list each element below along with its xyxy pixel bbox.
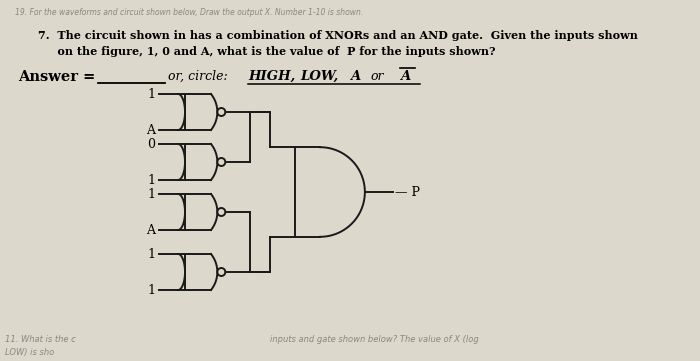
Circle shape: [217, 108, 225, 116]
Text: A: A: [146, 223, 155, 236]
Text: 1: 1: [147, 187, 155, 200]
Text: 1: 1: [147, 283, 155, 296]
Text: 1: 1: [147, 174, 155, 187]
Text: LOW) is sho: LOW) is sho: [5, 348, 55, 357]
Text: 7.  The circuit shown in has a combination of XNORs and an AND gate.  Given the : 7. The circuit shown in has a combinatio…: [38, 30, 638, 41]
Text: 19. For the waveforms and circuit shown below, Draw the output X. Number 1-10 is: 19. For the waveforms and circuit shown …: [15, 8, 363, 17]
Text: LOW,: LOW,: [300, 70, 338, 83]
Text: 11. What is the c: 11. What is the c: [5, 335, 76, 344]
Text: 1: 1: [147, 248, 155, 261]
Circle shape: [217, 158, 225, 166]
Text: or, circle:: or, circle:: [168, 70, 228, 83]
Text: Answer =: Answer =: [18, 70, 95, 84]
Text: A: A: [146, 123, 155, 136]
Text: 1: 1: [147, 87, 155, 100]
Text: — P: — P: [395, 186, 420, 199]
Circle shape: [217, 208, 225, 216]
Text: inputs and gate shown below? The value of X (log: inputs and gate shown below? The value o…: [270, 335, 479, 344]
Circle shape: [217, 268, 225, 276]
Text: A: A: [350, 70, 360, 83]
Text: A: A: [400, 70, 410, 83]
Text: on the figure, 1, 0 and A, what is the value of  P for the inputs shown?: on the figure, 1, 0 and A, what is the v…: [38, 46, 496, 57]
Text: or: or: [370, 70, 384, 83]
Text: 0: 0: [147, 138, 155, 151]
Text: HIGH,: HIGH,: [248, 70, 295, 83]
